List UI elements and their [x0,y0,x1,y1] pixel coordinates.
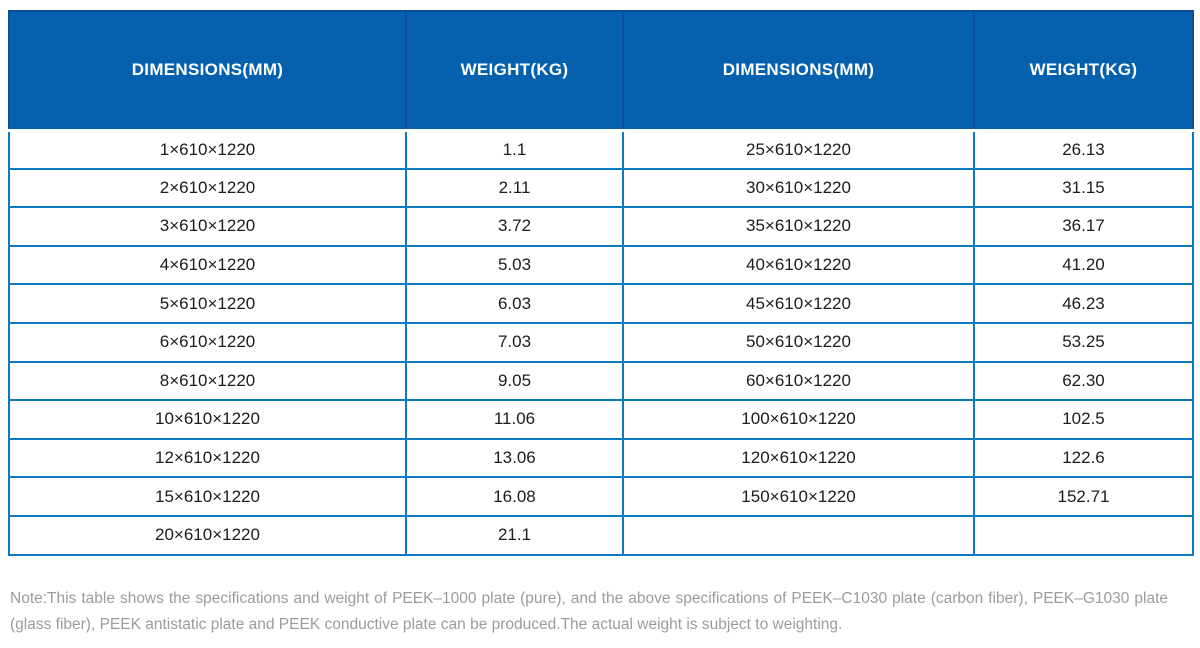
dimension-cell: 2×610×1220 [8,167,407,209]
weight-cell: 122.6 [973,437,1194,479]
header-cell-weight-left: WEIGHT(KG) [405,10,624,132]
note-text: Note:This table shows the specifications… [10,590,1168,633]
weight-cell: 9.05 [405,360,624,402]
table-row: 6×610×1220 7.03 50×610×1220 53.25 [8,321,1194,363]
weight-cell: 62.30 [973,360,1194,402]
dimension-cell: 35×610×1220 [622,206,975,247]
weight-cell: 16.08 [405,476,624,517]
dimension-cell: 15×610×1220 [8,476,407,517]
dimension-cell: 12×610×1220 [8,437,407,479]
dimension-cell: 8×610×1220 [8,360,407,402]
dimension-cell: 6×610×1220 [8,321,407,363]
weight-cell: 11.06 [405,399,624,440]
header-cell-weight-right: WEIGHT(KG) [973,10,1194,132]
dimension-cell: 1×610×1220 [8,130,407,170]
dimension-cell: 10×610×1220 [8,399,407,440]
weight-cell: 152.71 [973,476,1194,517]
table-row: 12×610×1220 13.06 120×610×1220 122.6 [8,437,1194,479]
weight-cell: 7.03 [405,321,624,363]
weight-cell: 13.06 [405,437,624,479]
weight-cell: 3.72 [405,206,624,247]
table-row: 1×610×1220 1.1 25×610×1220 26.13 [8,130,1194,170]
weight-cell: 5.03 [405,244,624,286]
dimension-cell: 150×610×1220 [622,476,975,517]
spec-table: DIMENSIONS(MM) WEIGHT(KG) DIMENSIONS(MM)… [8,10,1194,556]
dimension-cell: 50×610×1220 [622,321,975,363]
weight-cell: 26.13 [973,130,1194,170]
dimension-cell [622,514,975,556]
dimension-cell: 5×610×1220 [8,283,407,324]
table-row: 20×610×1220 21.1 [8,514,1194,556]
dimension-cell: 25×610×1220 [622,130,975,170]
header-cell-dimensions-left: DIMENSIONS(MM) [8,10,407,132]
weight-cell: 2.11 [405,167,624,209]
dimension-cell: 30×610×1220 [622,167,975,209]
table-row: 2×610×1220 2.11 30×610×1220 31.15 [8,167,1194,209]
dimension-cell: 100×610×1220 [622,399,975,440]
weight-cell: 41.20 [973,244,1194,286]
weight-cell [973,514,1194,556]
spec-table-header: DIMENSIONS(MM) WEIGHT(KG) DIMENSIONS(MM)… [8,10,1194,132]
dimension-cell: 45×610×1220 [622,283,975,324]
table-row: 15×610×1220 16.08 150×610×1220 152.71 [8,476,1194,517]
dimension-cell: 4×610×1220 [8,244,407,286]
weight-cell: 53.25 [973,321,1194,363]
dimension-cell: 3×610×1220 [8,206,407,247]
table-row: 4×610×1220 5.03 40×610×1220 41.20 [8,244,1194,286]
table-row: 5×610×1220 6.03 45×610×1220 46.23 [8,283,1194,324]
weight-cell: 46.23 [973,283,1194,324]
dimension-cell: 120×610×1220 [622,437,975,479]
table-row: 8×610×1220 9.05 60×610×1220 62.30 [8,360,1194,402]
weight-cell: 31.15 [973,167,1194,209]
spec-table-body: 1×610×1220 1.1 25×610×1220 26.13 2×610×1220 2… [8,130,1194,556]
dimension-cell: 40×610×1220 [622,244,975,286]
header-cell-dimensions-right: DIMENSIONS(MM) [622,10,975,132]
weight-cell: 1.1 [405,130,624,170]
weight-cell: 36.17 [973,206,1194,247]
dimension-cell: 20×610×1220 [8,514,407,556]
weight-cell: 21.1 [405,514,624,556]
weight-cell: 102.5 [973,399,1194,440]
table-row: 3×610×1220 3.72 35×610×1220 36.17 [8,206,1194,247]
weight-cell: 6.03 [405,283,624,324]
header-row: DIMENSIONS(MM) WEIGHT(KG) DIMENSIONS(MM)… [8,10,1194,132]
table-row: 10×610×1220 11.06 100×610×1220 102.5 [8,399,1194,440]
dimension-cell: 60×610×1220 [622,360,975,402]
